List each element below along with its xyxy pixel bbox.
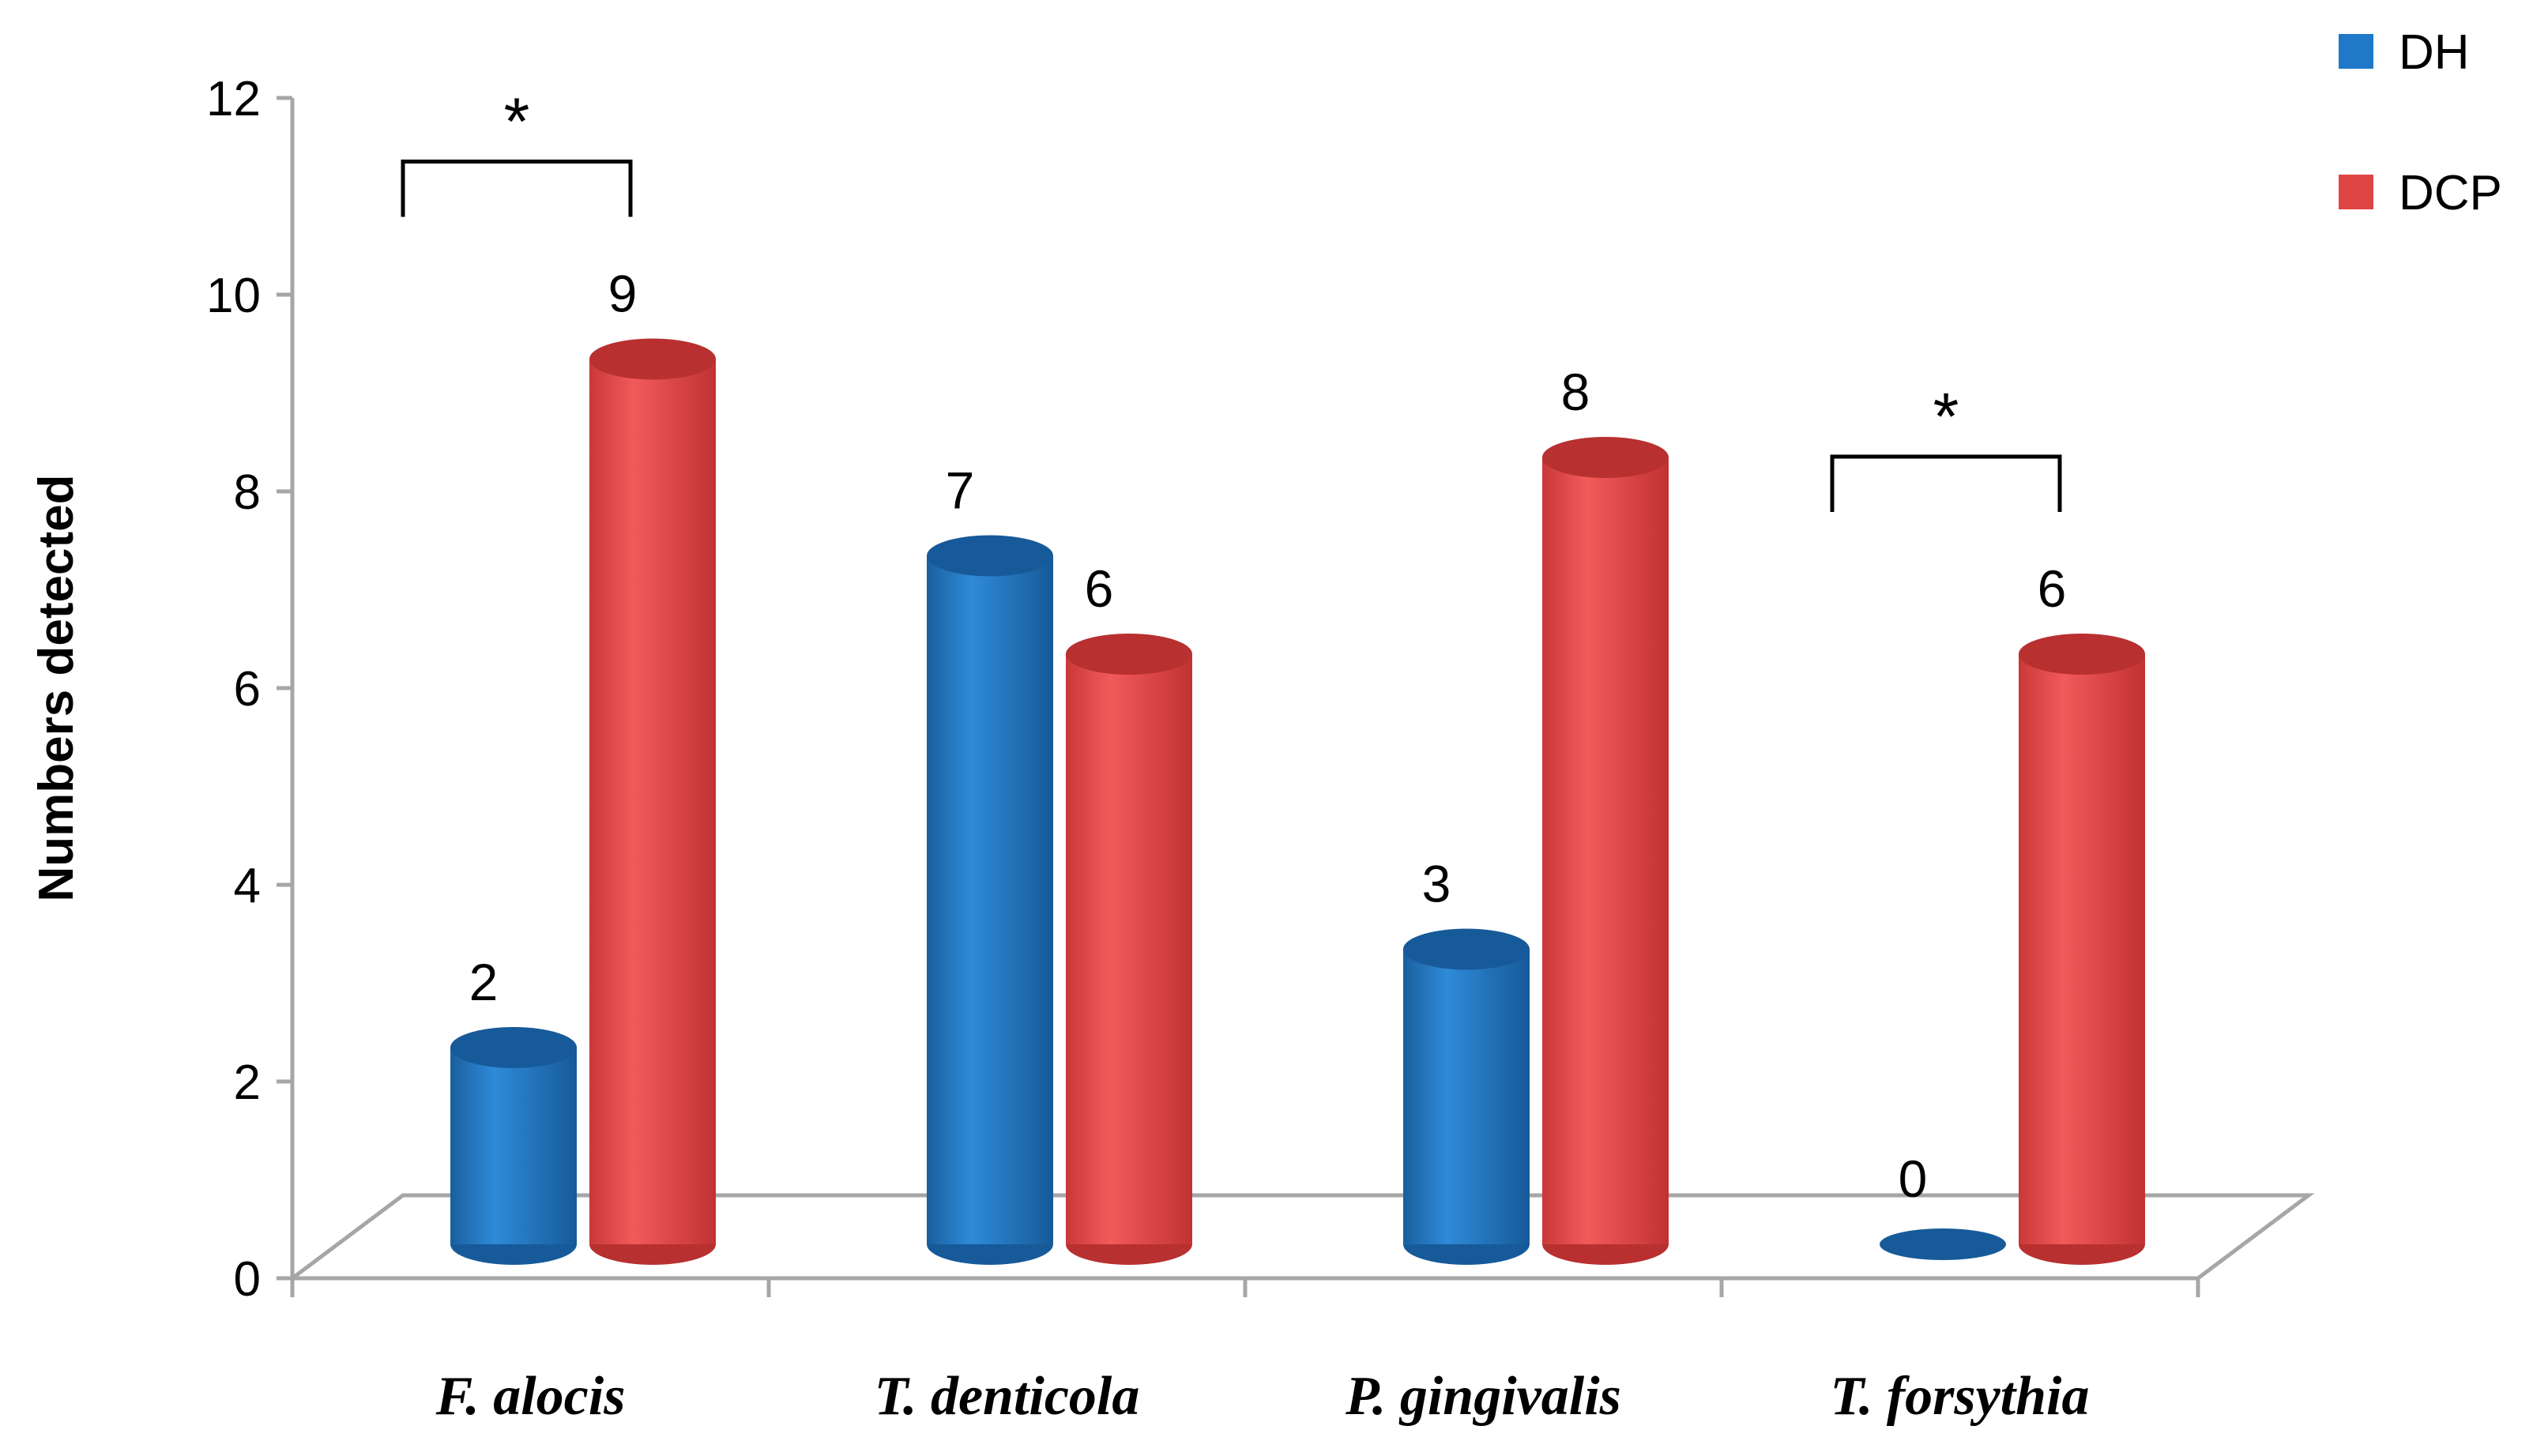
bar-top [927, 535, 1053, 577]
data-label-dcp-3: 6 [2038, 559, 2067, 618]
y-tick-label: 4 [234, 859, 261, 913]
labels: 2 9 F. alocis 7 6 T. denticola 3 8 P. gingivalis… [401, 85, 2090, 1427]
bar-dh-1 [927, 535, 1053, 1265]
bar-top [450, 1027, 577, 1068]
bar-body [2019, 654, 2145, 1244]
legend: DH DCP [2339, 25, 2502, 220]
y-tick-label: 2 [234, 1055, 261, 1110]
bar-dh-0 [450, 1027, 577, 1265]
bar-body [450, 1048, 577, 1244]
data-label-dcp-2: 8 [1561, 363, 1590, 421]
y-tick-label: 12 [206, 72, 261, 126]
legend-label-dh: DH [2399, 25, 2470, 80]
data-label-dh-3: 0 [1899, 1149, 1928, 1208]
bar-body [1542, 457, 1669, 1244]
legend-label-dcp: DCP [2399, 166, 2502, 220]
data-label-dcp-1: 6 [1085, 559, 1114, 618]
data-label-dh-2: 3 [1422, 855, 1451, 913]
significance-star: * [504, 85, 530, 159]
legend-swatch-dcp [2339, 175, 2373, 209]
bar-body [927, 555, 1053, 1244]
y-tick-label: 10 [206, 269, 261, 323]
y-tick-label: 0 [234, 1252, 261, 1307]
bar-top [1403, 928, 1530, 970]
bar-top [2019, 634, 2145, 675]
bar-zero-disk [1880, 1228, 2006, 1260]
x-category-label: T. forsythia [1830, 1366, 2089, 1427]
x-category-label: T. denticola [875, 1366, 1140, 1427]
bar-dcp-2 [1542, 437, 1669, 1265]
data-label-dcp-0: 9 [608, 265, 638, 323]
bar-top [1542, 437, 1669, 478]
bar-top [1066, 634, 1192, 675]
data-label-dh-1: 7 [946, 461, 975, 520]
significance-star: * [1933, 379, 1959, 453]
bar-top [589, 338, 716, 380]
bar-body [1066, 654, 1192, 1244]
bars [450, 338, 2145, 1265]
x-category-label: F. alocis [435, 1366, 626, 1427]
significance-bracket [1830, 454, 2062, 512]
y-tick-label: 8 [234, 465, 261, 520]
bar-dh-3 [1880, 1228, 2006, 1260]
y-tick-label: 6 [234, 662, 261, 717]
bar-body [589, 359, 716, 1244]
bar-body [1403, 949, 1530, 1244]
bar-dcp-0 [589, 338, 716, 1265]
axes: 0 2 4 6 8 10 12 Numbers detected [29, 72, 2200, 1307]
significance-bracket [401, 160, 633, 217]
bar-dcp-1 [1066, 634, 1192, 1265]
x-category-label: P. gingivalis [1345, 1366, 1621, 1427]
y-axis-title: Numbers detected [29, 475, 84, 902]
bar-dcp-3 [2019, 634, 2145, 1265]
data-label-dh-0: 2 [469, 953, 499, 1011]
legend-swatch-dh [2339, 34, 2373, 69]
bar-dh-2 [1403, 928, 1530, 1265]
